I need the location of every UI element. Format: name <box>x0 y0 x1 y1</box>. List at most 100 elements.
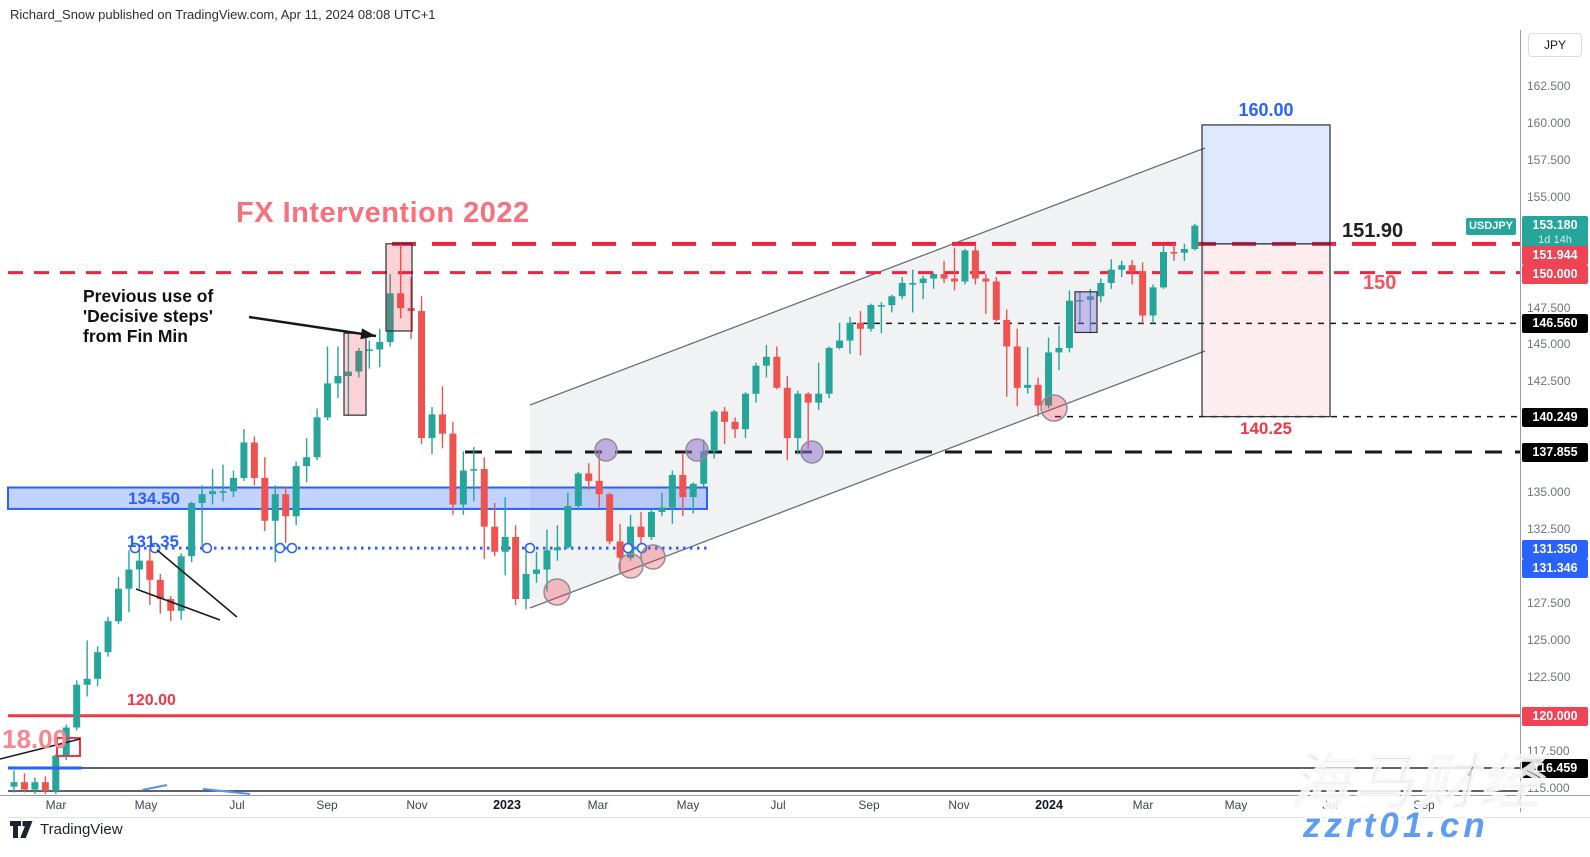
price-badge-value: 131.350 <box>1532 542 1578 556</box>
candle-body <box>742 393 749 430</box>
candle-body <box>710 411 718 452</box>
trendline <box>0 738 81 760</box>
candle-body <box>1191 225 1199 249</box>
candle-body <box>721 411 729 422</box>
tradingview-logo-icon[interactable] <box>10 821 33 838</box>
candle-body <box>1013 346 1021 388</box>
candle-body <box>83 678 91 685</box>
candle-body <box>1118 265 1126 270</box>
price-tick-label: 157.500 <box>1527 152 1571 167</box>
channel-touch-circle-pink <box>1040 394 1068 422</box>
candle-body <box>365 349 373 352</box>
time-tick-label: Nov <box>948 798 970 812</box>
candle-body <box>1170 251 1178 254</box>
currency-button[interactable]: JPY <box>1528 33 1582 57</box>
candle-body <box>73 684 81 728</box>
candle-body <box>815 393 823 403</box>
candle-body <box>115 588 122 622</box>
candle-body <box>919 278 927 283</box>
candle-body <box>940 274 948 279</box>
annotation-level-118: 18.00 <box>2 724 68 754</box>
price-tick-label: 125.000 <box>1527 632 1571 647</box>
intervention-box-sep-2022 <box>343 332 367 416</box>
candle-body <box>1097 282 1105 297</box>
candle-body <box>438 414 446 434</box>
price-axis[interactable]: JPY 162.500 160.000 157.500 155.000 147.500 1… <box>1520 0 1590 812</box>
candle-body <box>627 526 635 558</box>
candle-body <box>41 782 49 792</box>
candle-body <box>1107 269 1115 283</box>
price-badge-value: 137.855 <box>1532 445 1578 459</box>
time-tick-label: May <box>134 798 158 812</box>
annotation-zone-134-50: 134.50 <box>128 489 180 508</box>
price-badge: 131.350 <box>1522 540 1588 559</box>
candle-body <box>898 282 906 297</box>
price-badge-value: 116.459 <box>1532 761 1578 775</box>
candle-body <box>700 451 708 484</box>
tradingview-logo-text[interactable]: TradingView <box>40 821 123 838</box>
candle-body <box>459 470 467 505</box>
price-tick-label: 132.500 <box>1527 522 1571 537</box>
trendline <box>135 588 221 621</box>
candle-body <box>104 621 112 653</box>
candle-body <box>585 473 593 481</box>
price-badge-value: 151.944 <box>1532 248 1578 262</box>
symbol-badge: USDJPY <box>1466 218 1516 235</box>
candle-body <box>428 414 436 439</box>
annotation-decisive-steps-line3: from Fin Min <box>83 326 188 346</box>
candle-body <box>31 782 39 790</box>
candle-body <box>731 421 739 430</box>
channel-touch-circle-pink <box>543 578 571 606</box>
candle-body <box>888 296 896 306</box>
candle-body <box>668 474 676 508</box>
candle-body <box>20 782 28 790</box>
footer-bar: TradingView <box>10 821 123 838</box>
annotation-support-131-35: 131.35 <box>127 532 179 551</box>
candle-body <box>470 469 478 471</box>
annotation-level-150: 150 <box>1363 272 1397 294</box>
candle-body <box>647 511 655 538</box>
annotation-fx-intervention: FX Intervention 2022 <box>236 197 530 229</box>
level-test-circle-purple <box>594 438 618 462</box>
highlight-box-jan-2024 <box>1074 291 1098 334</box>
candle-body <box>177 556 185 611</box>
annotation-target-160: 160.00 <box>1238 100 1294 120</box>
candle-body <box>355 350 363 372</box>
candle-body <box>825 347 833 394</box>
time-tick-label: Sep <box>858 798 880 812</box>
support-touch-ring <box>622 542 634 554</box>
price-tick-label: 145.000 <box>1527 337 1571 352</box>
price-badge-value: 153.180 <box>1532 218 1578 232</box>
candle-body <box>951 278 958 282</box>
candle-body <box>637 526 645 538</box>
time-axis[interactable]: Mar May Jul Sep Nov 2023 Mar May Jul Sep Nov 2024 Ma… <box>0 796 1520 817</box>
candle-body <box>1149 287 1157 316</box>
price-badge: 150.000 <box>1522 265 1588 284</box>
candle-body <box>188 503 196 557</box>
candle-body <box>303 457 311 467</box>
candle-body <box>512 537 520 600</box>
candle-body <box>407 308 415 312</box>
time-tick-label: Jul <box>770 798 786 812</box>
candle-body <box>616 541 624 558</box>
candle-body <box>240 442 248 478</box>
price-tick-label: 115.000 <box>1527 780 1570 795</box>
price-tick-label: 160.000 <box>1527 115 1571 130</box>
time-tick-label: Mar <box>587 798 609 812</box>
candle-body <box>930 274 938 279</box>
candle-body <box>491 526 499 552</box>
candle-body <box>209 491 217 495</box>
annotation-decisive-steps: Previous use of 'Decisive steps' from Fi… <box>83 286 213 346</box>
candle-body <box>292 466 300 517</box>
support-zone-134-50 <box>7 486 708 510</box>
price-tick-label: 122.500 <box>1527 669 1571 684</box>
candle-body <box>846 322 854 341</box>
annotation-arrow-head <box>360 328 376 340</box>
price-badge: 137.855 <box>1522 443 1588 462</box>
candle-body <box>533 569 540 574</box>
candle-body <box>794 393 802 439</box>
candle-body <box>564 505 572 548</box>
trendline <box>202 788 251 795</box>
candle-body <box>418 311 426 439</box>
